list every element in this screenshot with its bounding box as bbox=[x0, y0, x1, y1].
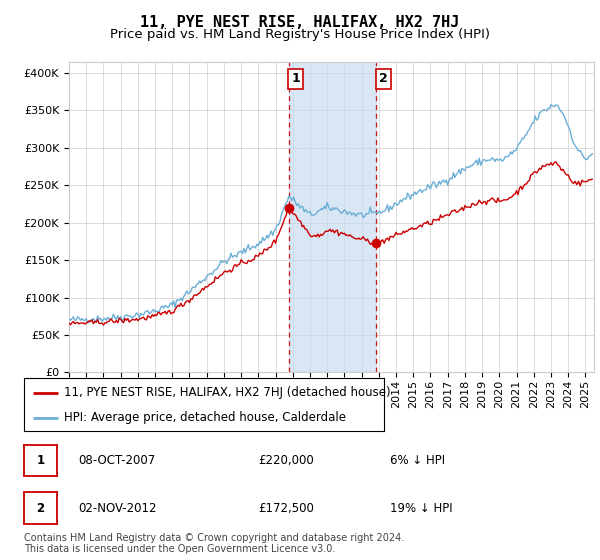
Text: £172,500: £172,500 bbox=[258, 502, 314, 515]
Text: 2: 2 bbox=[37, 502, 44, 515]
Text: 11, PYE NEST RISE, HALIFAX, HX2 7HJ (detached house): 11, PYE NEST RISE, HALIFAX, HX2 7HJ (det… bbox=[64, 386, 390, 399]
Text: Contains HM Land Registry data © Crown copyright and database right 2024.
This d: Contains HM Land Registry data © Crown c… bbox=[24, 533, 404, 554]
Text: 02-NOV-2012: 02-NOV-2012 bbox=[78, 502, 157, 515]
Text: 1: 1 bbox=[37, 454, 44, 467]
Text: 08-OCT-2007: 08-OCT-2007 bbox=[78, 454, 155, 467]
Text: HPI: Average price, detached house, Calderdale: HPI: Average price, detached house, Cald… bbox=[64, 412, 346, 424]
Text: Price paid vs. HM Land Registry's House Price Index (HPI): Price paid vs. HM Land Registry's House … bbox=[110, 28, 490, 41]
Text: 11, PYE NEST RISE, HALIFAX, HX2 7HJ: 11, PYE NEST RISE, HALIFAX, HX2 7HJ bbox=[140, 15, 460, 30]
Text: £220,000: £220,000 bbox=[258, 454, 314, 467]
Text: 6% ↓ HPI: 6% ↓ HPI bbox=[390, 454, 445, 467]
Text: 19% ↓ HPI: 19% ↓ HPI bbox=[390, 502, 452, 515]
Text: 1: 1 bbox=[292, 72, 300, 86]
Bar bbox=[289, 62, 376, 372]
Text: 2: 2 bbox=[379, 72, 388, 86]
